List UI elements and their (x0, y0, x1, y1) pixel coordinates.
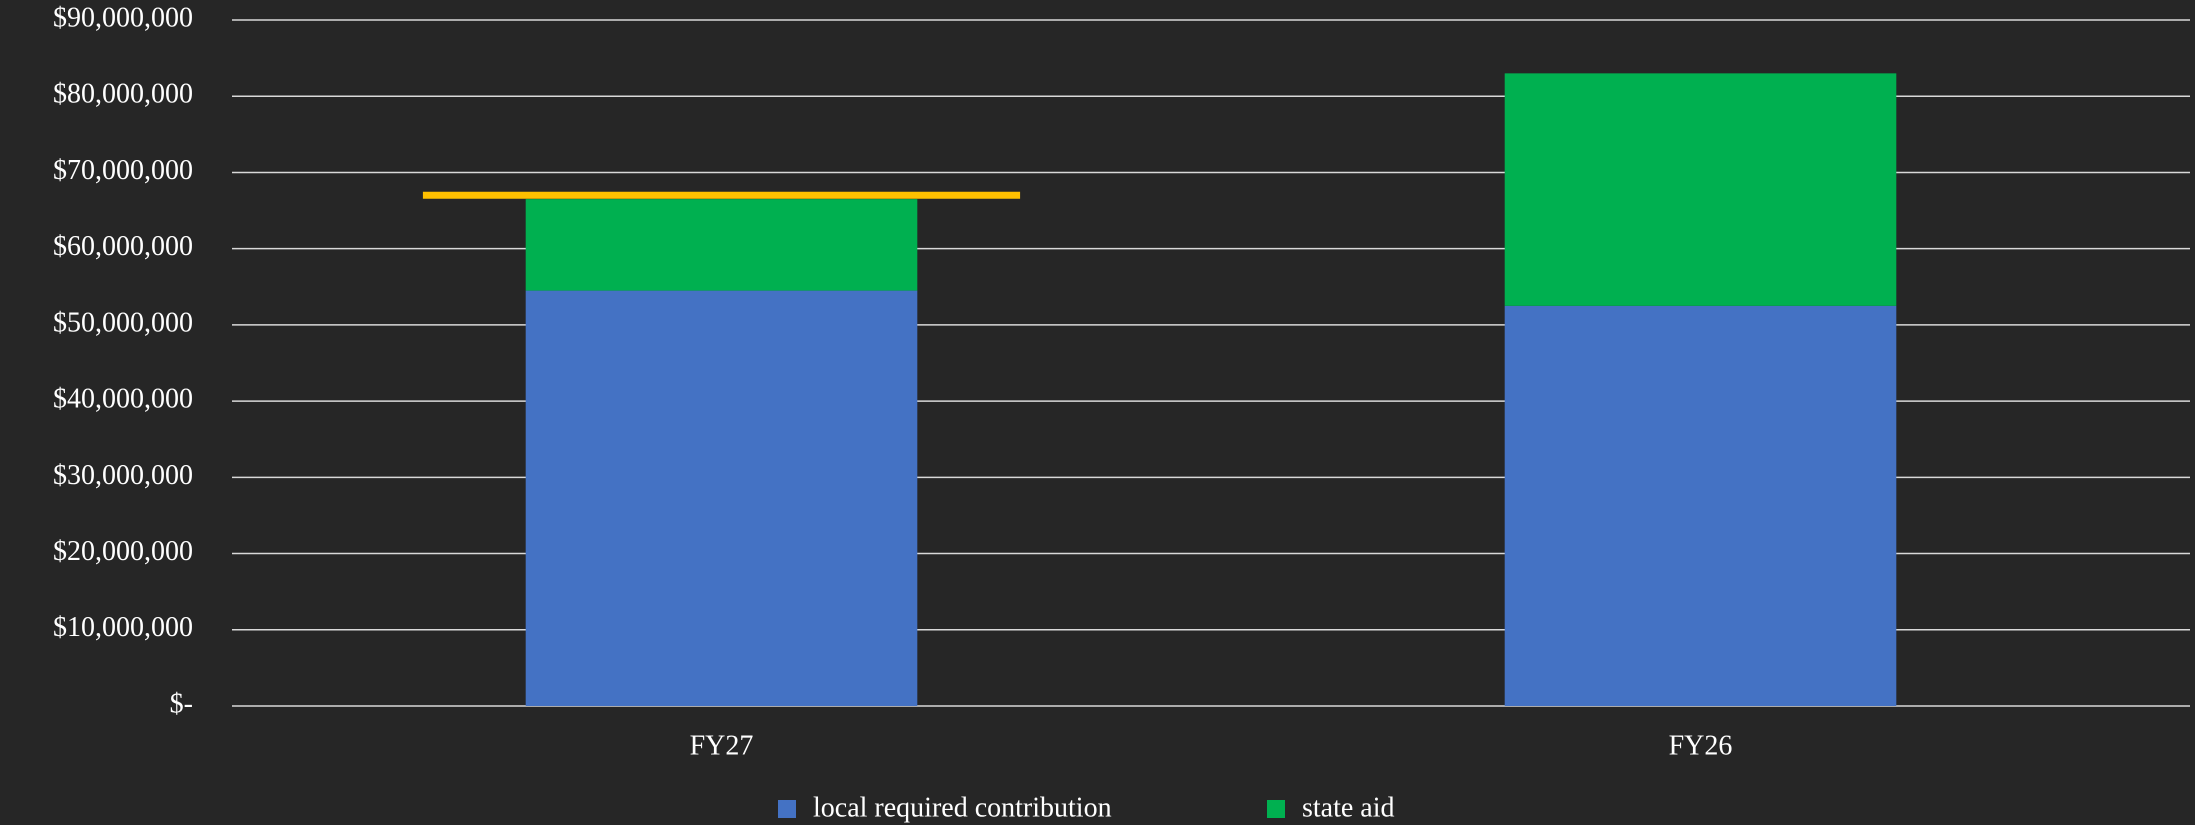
legend-label: state aid (1302, 792, 1395, 823)
legend-label: local required contribution (813, 792, 1112, 823)
y-tick-label: $30,000,000 (53, 460, 193, 491)
bar-segment (1504, 73, 1897, 306)
y-tick-label: $90,000,000 (53, 2, 193, 33)
y-tick-label: $70,000,000 (53, 155, 193, 186)
y-tick-label: $40,000,000 (53, 384, 193, 415)
y-tick-label: $50,000,000 (53, 307, 193, 338)
y-tick-label: $- (170, 688, 193, 719)
y-tick-label: $20,000,000 (53, 536, 193, 567)
bar-segment (525, 290, 918, 706)
y-tick-label: $10,000,000 (53, 612, 193, 643)
y-tick-label: $60,000,000 (53, 231, 193, 262)
x-tick-label: FY26 (1669, 730, 1733, 761)
x-tick-label: FY27 (690, 730, 754, 761)
bar-segment (1504, 305, 1897, 706)
legend-swatch (1267, 800, 1285, 818)
y-tick-label: $80,000,000 (53, 79, 193, 110)
bar-segment (525, 199, 918, 291)
legend-swatch (778, 800, 796, 818)
